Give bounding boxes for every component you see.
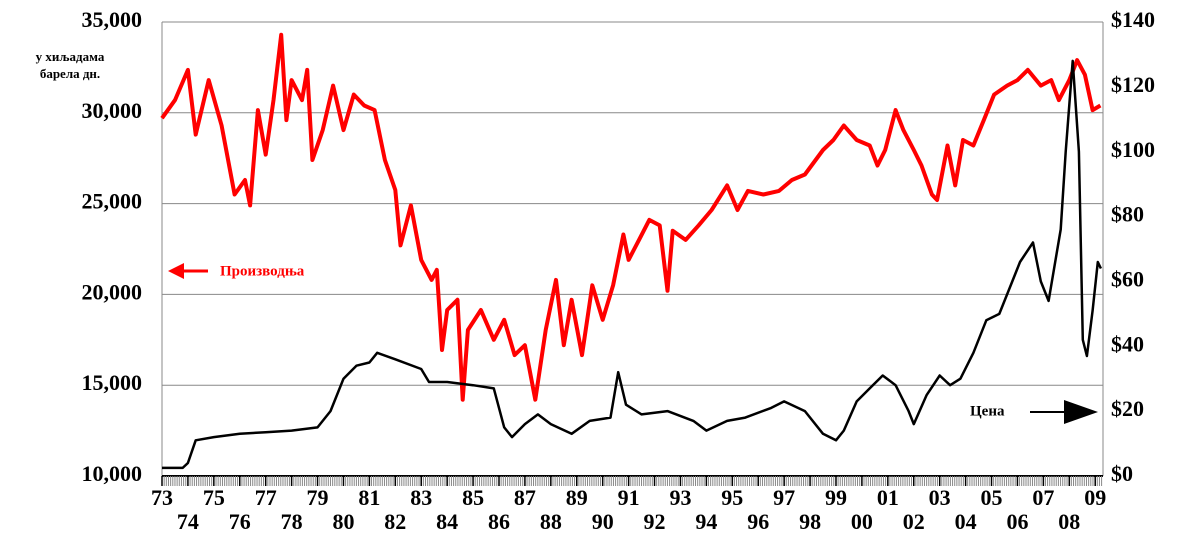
arrow-head	[168, 263, 184, 279]
y2-tick-label: $0	[1111, 461, 1133, 486]
annotation: Цена	[970, 403, 1005, 419]
x-tick-label: 09	[1084, 485, 1106, 510]
x-tick-label: 78	[281, 509, 303, 533]
x-tick-label: 97	[773, 485, 795, 510]
x-tick-label: 99	[825, 485, 847, 510]
y-axis-label: барела дн.	[40, 66, 100, 81]
series-line	[162, 59, 1103, 470]
x-tick-label: 90	[592, 509, 614, 533]
x-tick-label: 85	[462, 485, 484, 510]
series-line	[160, 32, 1102, 402]
x-tick-label: 01	[877, 485, 899, 510]
x-tick-label: 08	[1058, 509, 1080, 533]
x-tick-label: 92	[644, 509, 666, 533]
y-tick-label: 20,000	[82, 279, 143, 304]
x-tick-label: 06	[1006, 509, 1028, 533]
y2-tick-label: $100	[1111, 137, 1155, 162]
x-tick-label: 05	[981, 485, 1003, 510]
x-tick-label: 87	[514, 485, 536, 510]
x-tick-label: 76	[229, 509, 251, 533]
y2-tick-label: $20	[1111, 396, 1144, 421]
x-tick-label: 07	[1032, 485, 1054, 510]
y-tick-label: 10,000	[82, 461, 143, 486]
x-tick-label: 04	[955, 509, 977, 533]
y-tick-label: 15,000	[82, 370, 143, 395]
x-tick-label: 82	[384, 509, 406, 533]
x-tick-label: 79	[307, 485, 329, 510]
y2-tick-label: $80	[1111, 202, 1144, 227]
x-tick-label: 96	[747, 509, 769, 533]
annotation: Производња	[220, 263, 305, 279]
arrow-head	[1064, 400, 1098, 424]
x-tick-label: 02	[903, 509, 925, 533]
x-tick-label: 75	[203, 485, 225, 510]
x-tick-label: 88	[540, 509, 562, 533]
x-tick-label: 91	[618, 485, 640, 510]
x-tick-label: 86	[488, 509, 510, 533]
x-tick-label: 95	[721, 485, 743, 510]
y2-tick-label: $40	[1111, 331, 1144, 356]
x-tick-label: 00	[851, 509, 873, 533]
y-tick-label: 25,000	[82, 189, 143, 214]
x-tick-label: 03	[929, 485, 951, 510]
x-tick-label: 93	[669, 485, 691, 510]
x-tick-label: 84	[436, 509, 458, 533]
x-tick-label: 73	[151, 485, 173, 510]
x-tick-label: 81	[358, 485, 380, 510]
y-axis-label: у хиљадама	[36, 49, 105, 64]
y-tick-label: 35,000	[82, 7, 143, 32]
x-tick-label: 80	[332, 509, 354, 533]
y2-tick-label: $140	[1111, 7, 1155, 32]
x-tick-label: 94	[695, 509, 717, 533]
x-tick-label: 98	[799, 509, 821, 533]
y2-tick-label: $60	[1111, 266, 1144, 291]
x-tick-label: 74	[177, 509, 199, 533]
x-tick-label: 89	[566, 485, 588, 510]
x-tick-label: 77	[255, 485, 277, 510]
y2-tick-label: $120	[1111, 72, 1155, 97]
y-tick-label: 30,000	[82, 98, 143, 123]
x-tick-label: 83	[410, 485, 432, 510]
